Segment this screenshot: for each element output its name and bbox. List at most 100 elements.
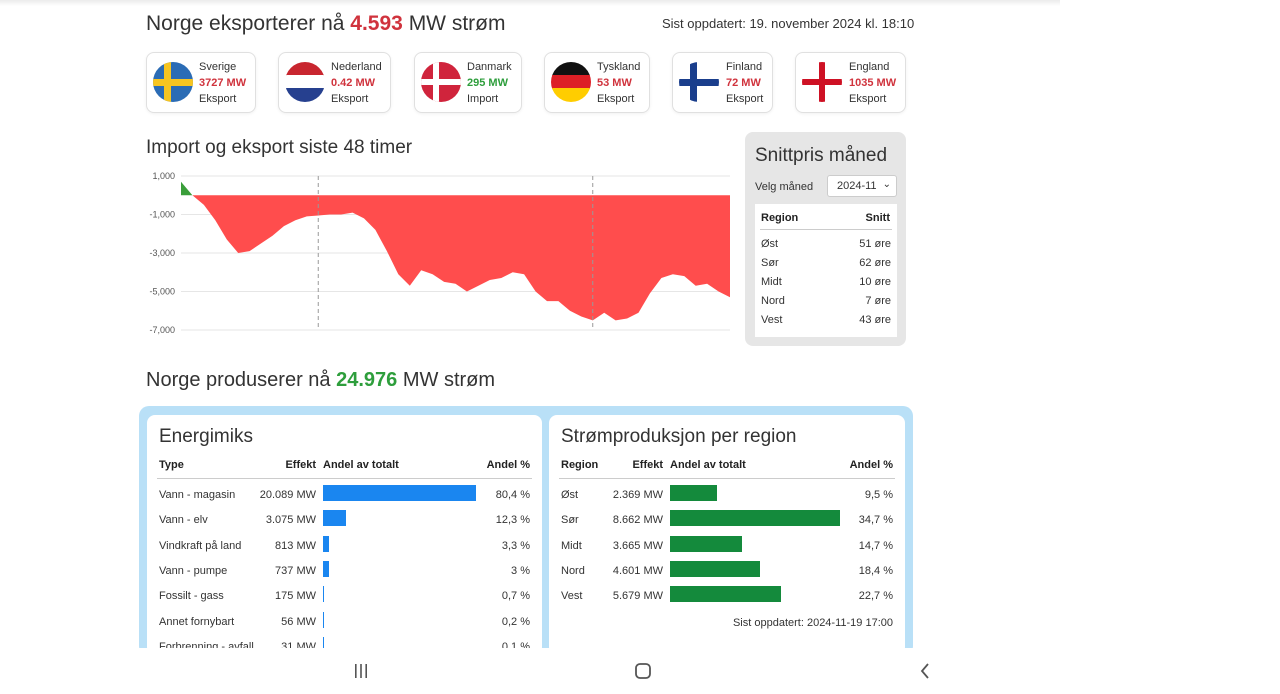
energimiks-row-bar bbox=[323, 535, 330, 552]
energimiks-row-effekt: 175 MW bbox=[275, 590, 316, 603]
region-row-bar bbox=[670, 560, 761, 577]
energimiks-row-andel: 0,7 % bbox=[501, 590, 530, 603]
production-suffix: MW strøm bbox=[402, 369, 496, 391]
export-prefix: Norge eksporterer nå bbox=[146, 12, 345, 35]
energimiks-row-label: Vindkraft på land bbox=[159, 539, 242, 552]
region-row-label: Sør bbox=[561, 514, 579, 527]
energimiks-row-bar bbox=[323, 510, 347, 527]
region-divider bbox=[559, 478, 895, 479]
y-tick-label: -1,000 bbox=[149, 210, 175, 220]
country-direction: Import bbox=[467, 93, 499, 105]
month-select[interactable]: 2024-11 ⌄ bbox=[827, 175, 897, 197]
region-row-label: Øst bbox=[561, 489, 579, 501]
export-area bbox=[181, 195, 730, 321]
country-name: England bbox=[849, 61, 890, 73]
energimiks-row-label: Vann - magasin bbox=[159, 489, 236, 501]
region-row-andel: 34,7 % bbox=[858, 514, 893, 527]
snittpris-table: Region Snitt Øst 51 øre Sør 62 øre Midt … bbox=[755, 204, 897, 337]
country-mw: 72 MW bbox=[726, 77, 761, 89]
energimiks-row-label: Vann - elv bbox=[159, 514, 208, 527]
country-card-england[interactable]: England 1035 MW Eksport bbox=[795, 52, 906, 113]
country-name: Sverige bbox=[199, 61, 237, 73]
germany-flag-icon bbox=[551, 62, 591, 102]
back-icon[interactable] bbox=[913, 660, 937, 682]
energimiks-row-bar bbox=[323, 636, 324, 653]
country-card-tyskland[interactable]: Tyskland 53 MW Eksport bbox=[544, 52, 650, 113]
region-row: Nord 4.601 MW 18,4 % bbox=[549, 560, 905, 585]
snittpris-row: Vest 43 øre bbox=[761, 314, 891, 332]
england-flag-icon bbox=[802, 62, 842, 102]
snittpris-region: Nord bbox=[761, 295, 785, 307]
region-row-effekt: 2.369 MW bbox=[612, 489, 663, 501]
region-row-label: Nord bbox=[561, 564, 585, 577]
energimiks-row: Vann - elv 3.075 MW 12,3 % bbox=[147, 510, 542, 534]
region-row: Midt 3.665 MW 14,7 % bbox=[549, 535, 905, 560]
energimiks-row-bar bbox=[323, 611, 324, 628]
country-card-danmark[interactable]: Danmark 295 MW Import bbox=[414, 52, 522, 113]
energimiks-divider bbox=[157, 478, 532, 479]
denmark-flag-icon bbox=[421, 62, 461, 102]
region-title: Strømproduksjon per region bbox=[561, 426, 797, 447]
region-header-andel: Andel % bbox=[849, 459, 893, 471]
energimiks-card: Energimiks Type Effekt Andel av totalt A… bbox=[147, 415, 542, 655]
import-export-chart[interactable]: 1,000 -1,000 -3,000 -5,000 -7,000 bbox=[140, 162, 740, 342]
y-tick-label: -5,000 bbox=[149, 287, 175, 297]
snittpris-divider bbox=[760, 229, 892, 230]
snittpris-region: Midt bbox=[761, 276, 782, 288]
energimiks-row-andel: 12,3 % bbox=[495, 514, 530, 527]
energimiks-header-andel-bar: Andel av totalt bbox=[323, 459, 399, 471]
snittpris-region: Øst bbox=[761, 238, 779, 250]
country-name: Finland bbox=[726, 61, 763, 73]
region-row: Øst 2.369 MW 9,5 % bbox=[549, 485, 905, 509]
energimiks-row-andel: 0,2 % bbox=[501, 615, 530, 628]
energimiks-header-effekt: Effekt bbox=[285, 459, 316, 471]
energimiks-row: Vann - pumpe 737 MW 3 % bbox=[147, 560, 542, 585]
country-direction: Eksport bbox=[199, 93, 237, 105]
production-headline: Norge produserer nå 24.976 MW strøm bbox=[146, 369, 495, 392]
region-header-region: Region bbox=[561, 459, 599, 471]
snittpris-header-snitt: Snitt bbox=[865, 212, 890, 224]
snittpris-value: 7 øre bbox=[865, 295, 891, 307]
energimiks-row-andel: 3,3 % bbox=[501, 539, 530, 552]
export-value: 4.593 bbox=[350, 12, 403, 35]
snittpris-region: Vest bbox=[761, 314, 783, 326]
region-row-effekt: 8.662 MW bbox=[612, 514, 663, 527]
energimiks-header-type: Type bbox=[159, 459, 184, 471]
country-card-sverige[interactable]: Sverige 3727 MW Eksport bbox=[146, 52, 256, 113]
energimiks-row-bar bbox=[323, 485, 476, 501]
region-card: Strømproduksjon per region Region Effekt… bbox=[549, 415, 905, 655]
snittpris-title: Snittpris måned bbox=[755, 145, 888, 166]
country-card-finland[interactable]: Finland 72 MW Eksport bbox=[672, 52, 773, 113]
sweden-flag-icon bbox=[153, 62, 193, 102]
region-header-effekt: Effekt bbox=[632, 459, 663, 471]
country-direction: Eksport bbox=[726, 93, 764, 105]
country-name: Tyskland bbox=[597, 61, 641, 73]
energimiks-row-bar bbox=[323, 586, 325, 603]
region-row-andel: 9,5 % bbox=[864, 489, 893, 501]
region-row-bar bbox=[670, 510, 840, 527]
country-mw: 0.42 MW bbox=[331, 77, 376, 89]
recent-apps-icon[interactable] bbox=[349, 660, 373, 682]
last-updated: Sist oppdatert: 19. november 2024 kl. 18… bbox=[662, 16, 915, 31]
y-tick-label: -3,000 bbox=[149, 248, 175, 258]
month-label: Velg måned bbox=[755, 181, 814, 193]
energimiks-row-label: Annet fornybart bbox=[159, 615, 235, 628]
region-updated: Sist oppdatert: 2024-11-19 17:00 bbox=[732, 617, 893, 629]
export-suffix: MW strøm bbox=[408, 12, 506, 35]
country-card-nederland[interactable]: Nederland 0.42 MW Eksport bbox=[278, 52, 391, 113]
home-icon[interactable] bbox=[631, 660, 655, 682]
region-row-andel: 14,7 % bbox=[858, 539, 893, 552]
region-row-effekt: 5.679 MW bbox=[612, 590, 663, 603]
snittpris-value: 43 øre bbox=[859, 314, 891, 326]
country-name: Danmark bbox=[467, 61, 512, 73]
navigation-bar bbox=[0, 648, 1280, 694]
country-direction: Eksport bbox=[597, 93, 635, 105]
energimiks-row-andel: 3 % bbox=[511, 564, 530, 577]
energimiks-row: Vindkraft på land 813 MW 3,3 % bbox=[147, 535, 542, 560]
production-prefix: Norge produserer nå bbox=[146, 369, 331, 391]
energimiks-row-effekt: 3.075 MW bbox=[265, 514, 316, 527]
production-value: 24.976 bbox=[336, 369, 398, 391]
country-mw: 53 MW bbox=[597, 77, 632, 89]
region-row-bar bbox=[670, 485, 717, 501]
energimiks-row-label: Fossilt - gass bbox=[159, 590, 224, 603]
